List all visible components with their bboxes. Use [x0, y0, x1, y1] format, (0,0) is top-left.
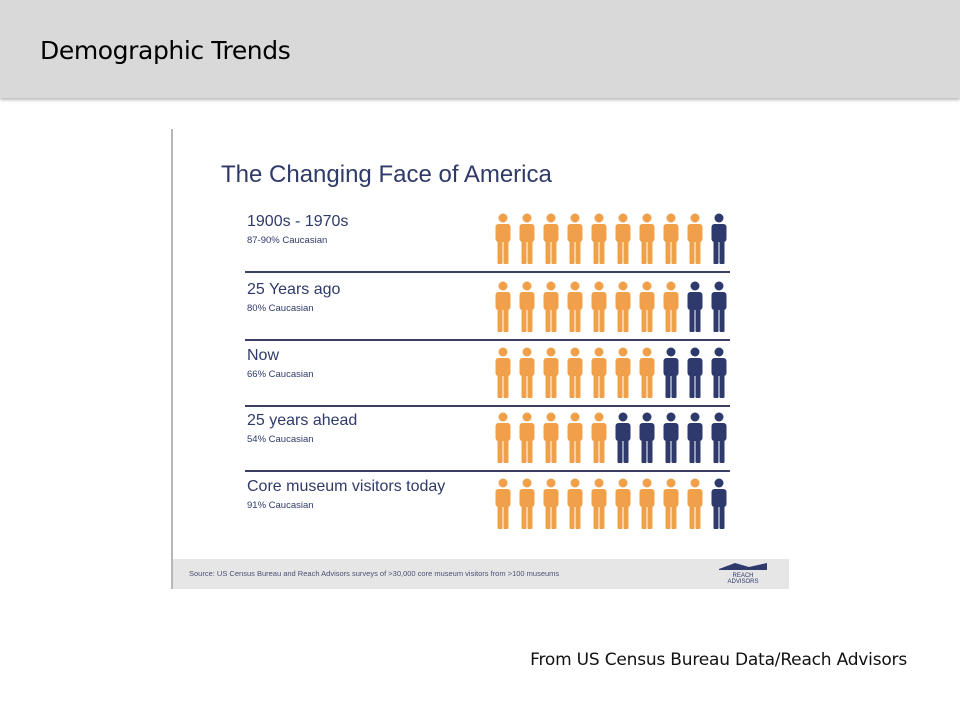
person-icon: [567, 213, 583, 264]
chart-row: 25 years ahead 54% Caucasian: [245, 404, 730, 472]
chart-figure: The Changing Face of America 1900s - 197…: [171, 129, 789, 589]
person-icon: [591, 412, 607, 463]
person-icon-group: [495, 213, 727, 264]
slide-title: Demographic Trends: [40, 36, 291, 65]
person-icon-group: [495, 412, 727, 463]
chart-row: Now 66% Caucasian: [245, 339, 730, 407]
person-icon: [639, 478, 655, 529]
person-icon: [687, 412, 703, 463]
person-icon: [543, 412, 559, 463]
person-icon: [663, 412, 679, 463]
person-icon: [615, 412, 631, 463]
row-sublabel: 80% Caucasian: [247, 303, 314, 314]
person-icon: [615, 281, 631, 332]
person-icon: [687, 213, 703, 264]
person-icon: [519, 347, 535, 398]
person-icon: [543, 478, 559, 529]
person-icon: [567, 478, 583, 529]
reach-advisors-logo: REACH ADVISORS: [719, 563, 767, 585]
person-icon: [639, 412, 655, 463]
person-icon-group: [495, 281, 727, 332]
person-icon: [687, 281, 703, 332]
row-label: 25 Years ago: [247, 281, 341, 298]
chart-row: 25 Years ago 80% Caucasian: [245, 273, 730, 341]
chart-footer: Source: US Census Bureau and Reach Advis…: [173, 559, 789, 589]
person-icon: [519, 213, 535, 264]
person-icon: [591, 478, 607, 529]
person-icon: [711, 281, 727, 332]
person-icon: [711, 347, 727, 398]
slide-header: Demographic Trends: [0, 0, 960, 98]
person-icon: [711, 213, 727, 264]
person-icon: [495, 281, 511, 332]
row-sublabel: 87-90% Caucasian: [247, 235, 328, 246]
person-icon-group: [495, 347, 727, 398]
person-icon: [495, 478, 511, 529]
chart-row: Core museum visitors today 91% Caucasian: [245, 470, 730, 536]
person-icon: [519, 478, 535, 529]
person-icon: [519, 412, 535, 463]
person-icon: [711, 478, 727, 529]
person-icon: [663, 478, 679, 529]
person-icon: [519, 281, 535, 332]
person-icon-group: [495, 478, 727, 529]
person-icon: [567, 281, 583, 332]
row-sublabel: 54% Caucasian: [247, 434, 314, 445]
person-icon: [591, 213, 607, 264]
svg-text:REACH: REACH: [732, 573, 753, 579]
row-sublabel: 91% Caucasian: [247, 500, 314, 511]
person-icon: [639, 213, 655, 264]
person-icon: [687, 478, 703, 529]
row-label: 25 years ahead: [247, 412, 358, 429]
person-icon: [687, 347, 703, 398]
person-icon: [543, 347, 559, 398]
row-label: Core museum visitors today: [247, 478, 446, 495]
person-icon: [591, 281, 607, 332]
row-label: 1900s - 1970s: [247, 213, 349, 230]
person-icon: [615, 478, 631, 529]
chart-title: The Changing Face of America: [221, 161, 552, 188]
person-icon: [591, 347, 607, 398]
svg-text:ADVISORS: ADVISORS: [727, 579, 758, 585]
person-icon: [639, 281, 655, 332]
slide-attribution: From US Census Bureau Data/Reach Advisor…: [530, 650, 907, 670]
row-label: Now: [247, 347, 280, 364]
person-icon: [663, 347, 679, 398]
row-sublabel: 66% Caucasian: [247, 369, 314, 380]
person-icon: [543, 281, 559, 332]
chart-source: Source: US Census Bureau and Reach Advis…: [189, 569, 560, 578]
person-icon: [615, 347, 631, 398]
person-icon: [543, 213, 559, 264]
person-icon: [663, 213, 679, 264]
person-icon: [495, 412, 511, 463]
person-icon: [639, 347, 655, 398]
chart-row: 1900s - 1970s 87-90% Caucasian: [245, 205, 730, 273]
person-icon: [711, 412, 727, 463]
person-icon: [615, 213, 631, 264]
person-icon: [495, 347, 511, 398]
person-icon: [663, 281, 679, 332]
person-icon: [567, 412, 583, 463]
person-icon: [495, 213, 511, 264]
person-icon: [567, 347, 583, 398]
